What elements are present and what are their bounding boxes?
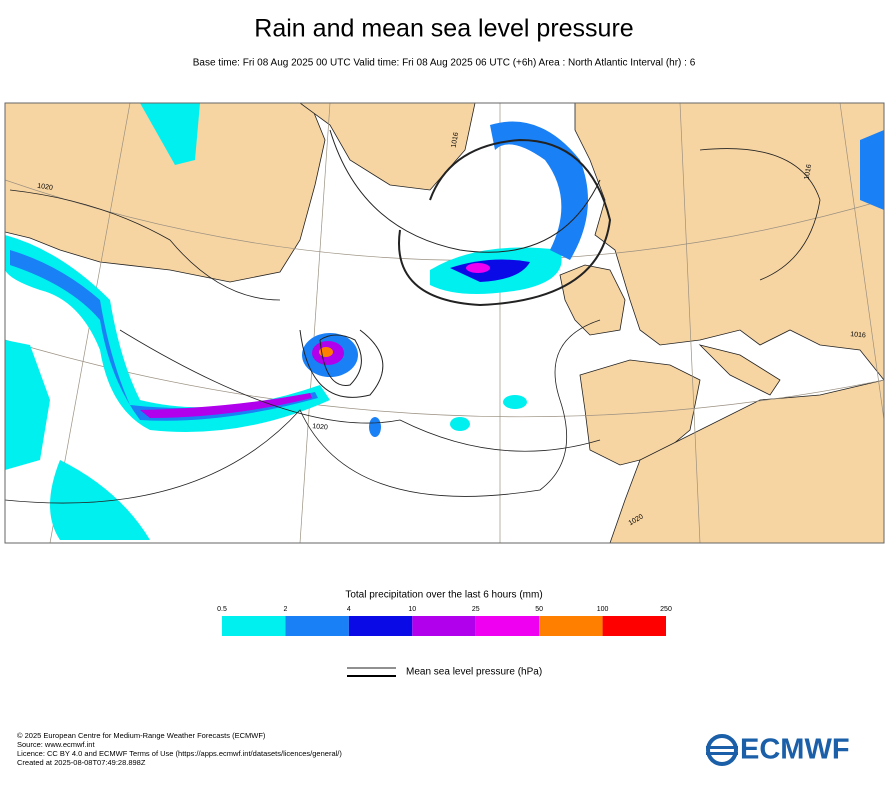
colorbar-segment <box>539 616 603 636</box>
colorbar-segment <box>222 616 286 636</box>
isobar-label: 1020 <box>312 423 328 431</box>
isobar-label: 1016 <box>451 132 461 149</box>
precipitation <box>5 103 884 540</box>
colorbar-tick-label: 50 <box>535 606 543 613</box>
footer-line: Licence: CC BY 4.0 and ECMWF Terms of Us… <box>17 749 342 758</box>
colorbar-tick-label: 25 <box>472 606 480 613</box>
colorbar-tick-label: 2 <box>283 606 287 613</box>
colorbar-segment <box>285 616 349 636</box>
footer-line: © 2025 European Centre for Medium-Range … <box>17 731 266 740</box>
colorbar: 0.5 2 4 10 25 50 100 250 <box>217 606 672 636</box>
colorbar-segment <box>602 616 666 636</box>
colorbar-tick-label: 4 <box>347 606 351 613</box>
colorbar-tick-label: 100 <box>597 606 609 613</box>
colorbar-tick-label: 10 <box>408 606 416 613</box>
isobar-label: 1016 <box>804 164 814 181</box>
line-legend: Mean sea level pressure (hPa) <box>347 667 542 678</box>
colorbar-segment <box>412 616 476 636</box>
land <box>5 103 884 543</box>
logo-text: ECMWF <box>740 734 850 766</box>
isobar-label: 1020 <box>37 183 54 192</box>
footer-line: Created at 2025-08-08T07:49:28.898Z <box>17 758 146 767</box>
colorbar-segment <box>348 616 413 636</box>
colorbar-tick-label: 250 <box>660 606 672 613</box>
colorbar-tick-label: 0.5 <box>217 606 227 613</box>
footer-line: Source: www.ecmwf.int <box>17 740 95 749</box>
isobars <box>5 129 821 504</box>
subtitle: Base time: Fri 08 Aug 2025 00 UTC Valid … <box>193 58 696 69</box>
line-legend-label: Mean sea level pressure (hPa) <box>406 667 542 678</box>
footer: © 2025 European Centre for Medium-Range … <box>17 731 342 767</box>
title: Rain and mean sea level pressure <box>254 15 633 43</box>
colorbar-title: Total precipitation over the last 6 hour… <box>345 590 542 601</box>
logo: ECMWF <box>706 734 850 766</box>
colorbar-segment <box>475 616 540 636</box>
isobar-label: 1016 <box>850 331 866 339</box>
